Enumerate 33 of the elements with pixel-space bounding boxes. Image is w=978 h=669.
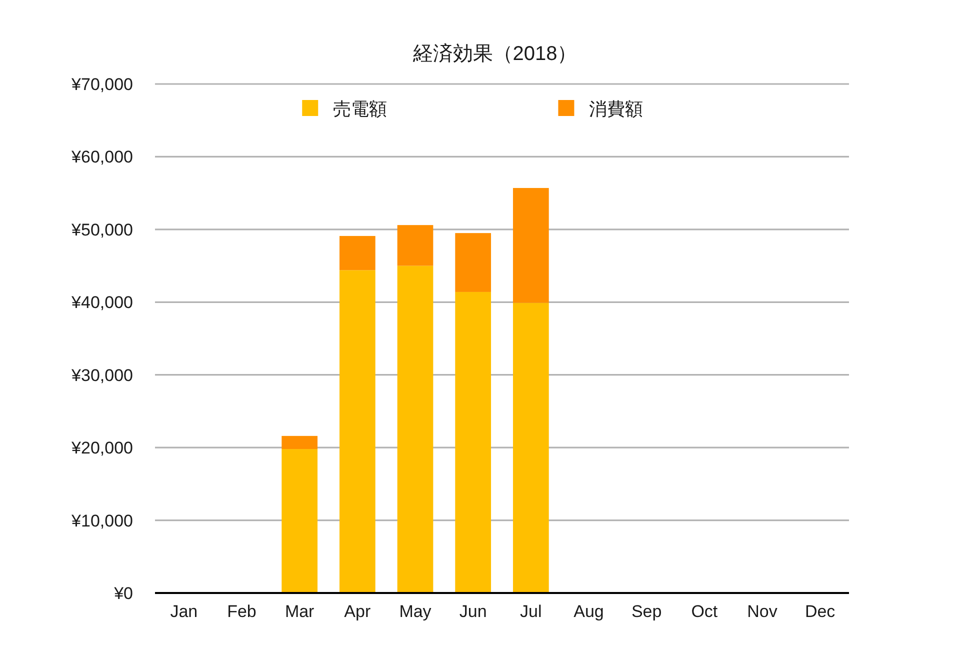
x-tick-label: Oct (691, 602, 718, 621)
bar (339, 236, 376, 270)
x-tick-label: Dec (804, 602, 836, 621)
x-tick-label: Jun (459, 602, 487, 621)
y-tick-label: ¥30,000 (70, 366, 133, 385)
bar (397, 225, 434, 266)
y-tick-label: ¥50,000 (70, 220, 133, 240)
y-tick-label: ¥20,000 (70, 438, 133, 458)
bar (339, 270, 376, 593)
legend-label: 消費額 (589, 99, 644, 119)
bar (282, 449, 318, 593)
x-tick-label: Aug (574, 602, 604, 621)
x-tick-label: May (399, 602, 432, 621)
y-tick-label: ¥40,000 (70, 293, 133, 312)
y-tick-label: ¥60,000 (70, 148, 133, 167)
bar (455, 292, 492, 593)
bar (397, 266, 434, 593)
x-tick-label: Jan (170, 602, 198, 621)
x-tick-label: Apr (344, 602, 371, 621)
title: 経済効果（2018） (412, 43, 578, 65)
y-tick-label: ¥10,000 (70, 511, 133, 530)
bar (512, 302, 549, 593)
x-tick-label: Jul (520, 602, 542, 621)
legend-label: 売電額 (333, 99, 388, 119)
bar (282, 436, 318, 450)
bar (512, 188, 549, 303)
y-tick-label: ¥70,000 (70, 75, 133, 94)
x-tick-label: Feb (227, 602, 256, 621)
x-tick-label: Mar (284, 602, 315, 621)
x-tick-label: Sep (631, 602, 662, 621)
y-tick-label: ¥0 (113, 584, 133, 603)
x-tick-label: Nov (747, 602, 778, 621)
bar (455, 233, 492, 292)
